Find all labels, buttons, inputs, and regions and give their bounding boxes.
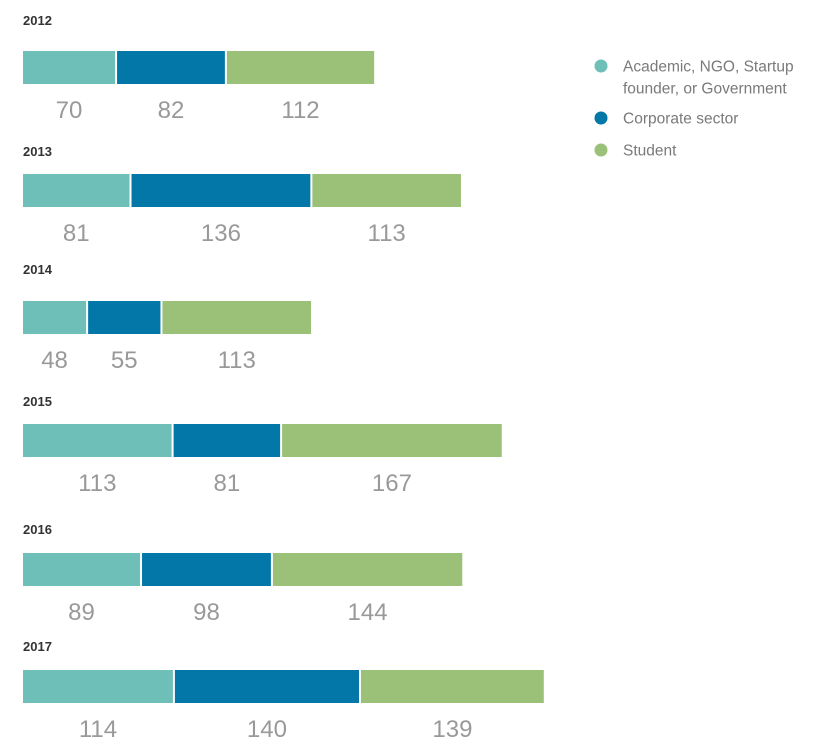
bar-2016-student — [272, 553, 463, 586]
bar-2013-academic — [23, 174, 130, 207]
bar-2013-corporate — [131, 174, 311, 207]
year-label-2017: 2017 — [23, 639, 52, 654]
bar-2017-corporate — [174, 670, 360, 703]
value-label-2014-corporate: 55 — [111, 347, 138, 374]
year-label-2016: 2016 — [23, 522, 52, 537]
bar-2016-corporate — [142, 553, 271, 586]
year-label-2014: 2014 — [23, 262, 53, 277]
value-label-2014-student: 113 — [218, 347, 256, 374]
value-label-2017-corporate: 140 — [247, 716, 287, 739]
legend-label-student: Student — [623, 143, 677, 160]
value-label-2017-student: 139 — [432, 716, 472, 739]
bar-2015-academic — [23, 424, 172, 457]
bar-2012-academic — [23, 51, 116, 84]
legend-label-corporate: Corporate sector — [623, 111, 738, 128]
legend-marker-academic — [594, 59, 608, 73]
legend-marker-student — [594, 143, 608, 157]
year-label-2015: 2015 — [23, 394, 52, 409]
legend-label-academic-line2: founder, or Government — [623, 81, 787, 98]
value-label-2015-student: 167 — [372, 470, 412, 497]
value-label-2012-student: 112 — [281, 97, 319, 124]
value-label-2016-academic: 89 — [68, 599, 95, 626]
bar-2012-corporate — [117, 51, 225, 84]
bar-2014-student — [162, 301, 312, 334]
value-label-2012-academic: 70 — [56, 97, 83, 124]
bar-2017-student — [361, 670, 544, 703]
value-label-2013-academic: 81 — [63, 220, 90, 247]
value-label-2014-academic: 48 — [41, 347, 68, 374]
year-label-2013: 2013 — [23, 144, 52, 159]
bar-2017-academic — [23, 670, 173, 703]
value-label-2013-student: 113 — [368, 220, 406, 247]
bar-2013-student — [312, 174, 461, 207]
bar-2012-student — [226, 51, 375, 84]
bar-2014-corporate — [88, 301, 161, 334]
value-label-2015-academic: 113 — [78, 470, 116, 497]
bar-2016-academic — [23, 553, 141, 586]
bar-2015-corporate — [173, 424, 281, 457]
value-label-2017-academic: 114 — [79, 716, 117, 739]
bar-2015-student — [282, 424, 502, 457]
value-label-2013-corporate: 136 — [201, 220, 241, 247]
legend-marker-corporate — [594, 111, 608, 125]
value-label-2012-corporate: 82 — [158, 97, 185, 124]
value-label-2016-corporate: 98 — [193, 599, 220, 626]
year-label-2012: 2012 — [23, 13, 52, 28]
legend-label-academic: Academic, NGO, Startup — [623, 59, 794, 76]
value-label-2015-corporate: 81 — [214, 470, 241, 497]
value-label-2016-student: 144 — [348, 599, 388, 626]
bar-2014-academic — [23, 301, 87, 334]
